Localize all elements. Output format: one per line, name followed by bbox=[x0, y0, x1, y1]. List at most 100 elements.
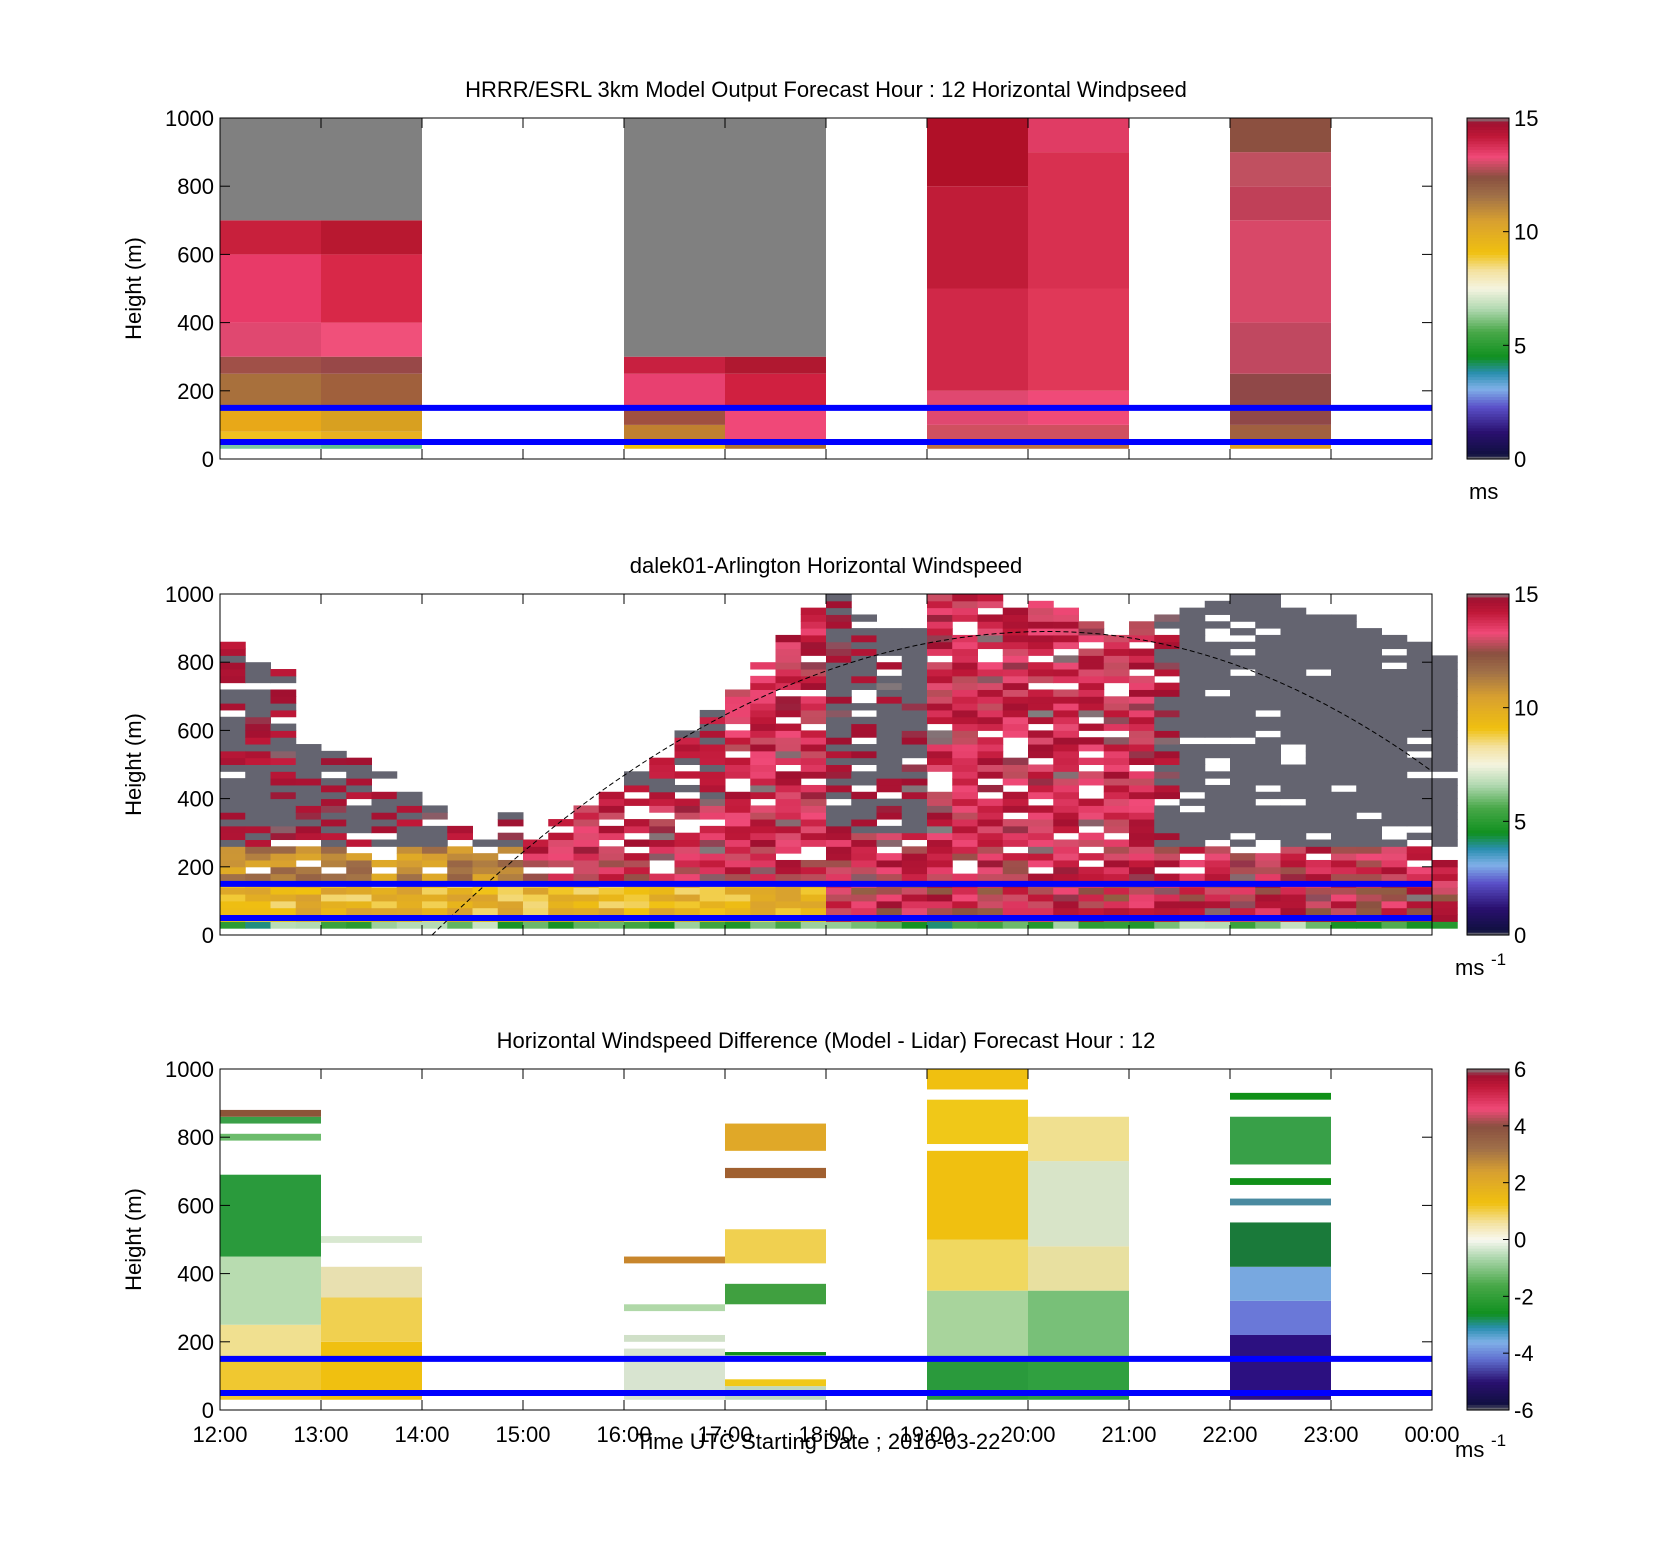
colorbar-swatch bbox=[1467, 152, 1509, 156]
heatmap-cell bbox=[800, 921, 827, 929]
heatmap-cell bbox=[725, 709, 751, 718]
colorbar-swatch bbox=[1467, 402, 1509, 406]
heatmap-cell bbox=[1381, 641, 1408, 650]
heatmap-cell bbox=[497, 846, 524, 854]
heatmap-cell bbox=[1129, 634, 1155, 643]
heatmap-cell bbox=[876, 887, 903, 895]
heatmap-cell bbox=[1280, 730, 1307, 738]
colorbar-swatch bbox=[1467, 710, 1509, 714]
heatmap-cell bbox=[901, 853, 928, 861]
colorbar-swatch bbox=[1467, 798, 1509, 803]
heatmap-cell bbox=[901, 682, 928, 690]
heatmap-cell bbox=[1053, 744, 1079, 752]
colorbar-swatch bbox=[1467, 359, 1509, 363]
heatmap-cell bbox=[750, 771, 776, 779]
heatmap-cell bbox=[1356, 669, 1382, 677]
heatmap-cell bbox=[851, 791, 877, 800]
heatmap-cell bbox=[245, 812, 271, 820]
colorbar-swatch bbox=[1467, 693, 1509, 697]
heatmap-cell bbox=[1356, 832, 1382, 841]
heatmap-cell bbox=[851, 825, 877, 834]
heatmap-cell bbox=[245, 716, 271, 725]
colorbar-tick-label: 0 bbox=[1514, 447, 1526, 472]
heatmap-cell bbox=[1179, 825, 1206, 834]
heatmap-cell bbox=[1028, 750, 1054, 759]
heatmap-cell bbox=[952, 703, 978, 711]
heatmap-cell bbox=[624, 356, 725, 374]
heatmap-cell bbox=[851, 859, 877, 868]
heatmap-cell bbox=[674, 784, 701, 793]
colorbar-swatch bbox=[1467, 690, 1509, 695]
heatmap-cell bbox=[1331, 655, 1357, 663]
heatmap-cell bbox=[523, 853, 549, 861]
heatmap-cell bbox=[699, 839, 726, 847]
colorbar-swatch bbox=[1467, 900, 1509, 905]
heatmap-cell bbox=[674, 839, 701, 847]
heatmap-cell bbox=[220, 723, 246, 731]
heatmap-cell bbox=[876, 662, 903, 670]
heatmap-cell bbox=[977, 859, 1004, 868]
heatmap-cell bbox=[220, 1133, 321, 1141]
heatmap-cell bbox=[800, 784, 827, 793]
heatmap-cell bbox=[1129, 737, 1155, 745]
colorbar-swatch bbox=[1467, 849, 1509, 854]
colorbar-swatch bbox=[1467, 441, 1509, 446]
heatmap-cell bbox=[1053, 750, 1079, 759]
heatmap-cell bbox=[826, 703, 852, 711]
heatmap-cell bbox=[472, 853, 499, 861]
heatmap-cell bbox=[1356, 709, 1382, 718]
heatmap-cell bbox=[1028, 424, 1129, 442]
heatmap-cell bbox=[598, 859, 625, 868]
heatmap-cell bbox=[1230, 764, 1256, 772]
y-tick-label: 600 bbox=[177, 242, 214, 267]
heatmap-cell bbox=[220, 757, 246, 765]
heatmap-cell bbox=[1230, 894, 1256, 902]
heatmap-cell bbox=[1230, 900, 1256, 909]
heatmap-cell bbox=[750, 866, 776, 875]
heatmap-cell bbox=[346, 921, 372, 929]
heatmap-cell bbox=[1331, 900, 1357, 909]
heatmap-cell bbox=[1406, 757, 1433, 765]
heatmap-cell bbox=[851, 887, 877, 895]
colorbar-swatch bbox=[1467, 667, 1509, 672]
heatmap-cell bbox=[1028, 634, 1054, 643]
heatmap-cell bbox=[750, 894, 776, 902]
heatmap-cell bbox=[725, 441, 826, 449]
heatmap-cell bbox=[346, 805, 372, 813]
x-axis-label: Time UTC Starting Date ; 2016-03-22 bbox=[636, 1429, 1001, 1454]
colorbar-swatch bbox=[1467, 305, 1509, 309]
heatmap-cell bbox=[371, 907, 398, 916]
heatmap-cell bbox=[295, 791, 322, 800]
heatmap-cell bbox=[1331, 839, 1357, 847]
heatmap-cell bbox=[295, 757, 322, 765]
heatmap-cell bbox=[1078, 771, 1105, 779]
colorbar-swatch bbox=[1467, 642, 1509, 646]
heatmap-cell bbox=[649, 778, 675, 786]
heatmap-cell bbox=[245, 737, 271, 745]
heatmap-cell bbox=[1280, 887, 1307, 895]
colorbar-swatch bbox=[1467, 1358, 1509, 1363]
heatmap-cell bbox=[624, 819, 650, 827]
heatmap-cell bbox=[1154, 825, 1180, 834]
y-tick-label: 400 bbox=[177, 1262, 214, 1287]
heatmap-cell bbox=[977, 873, 1004, 881]
heatmap-cell bbox=[1154, 894, 1180, 902]
heatmap-cell bbox=[1356, 921, 1382, 929]
heatmap-cell bbox=[1103, 750, 1130, 759]
heatmap-cell bbox=[245, 744, 271, 752]
x-tick-label: 15:00 bbox=[495, 1422, 550, 1447]
heatmap-cell bbox=[775, 921, 802, 929]
heatmap-cell bbox=[826, 771, 852, 779]
heatmap-cell bbox=[1204, 812, 1231, 820]
colorbar-swatch bbox=[1467, 1088, 1509, 1093]
heatmap-cell bbox=[1179, 757, 1206, 765]
heatmap-cell bbox=[447, 921, 473, 929]
heatmap-cell bbox=[725, 894, 751, 902]
colorbar-swatch bbox=[1467, 282, 1509, 287]
heatmap-cell bbox=[270, 764, 297, 772]
heatmap-cell bbox=[1179, 723, 1206, 731]
heatmap-cell bbox=[1406, 894, 1433, 902]
heatmap-cell bbox=[851, 805, 877, 813]
colorbar-swatch bbox=[1467, 869, 1509, 874]
colorbar-swatch bbox=[1467, 1392, 1509, 1397]
